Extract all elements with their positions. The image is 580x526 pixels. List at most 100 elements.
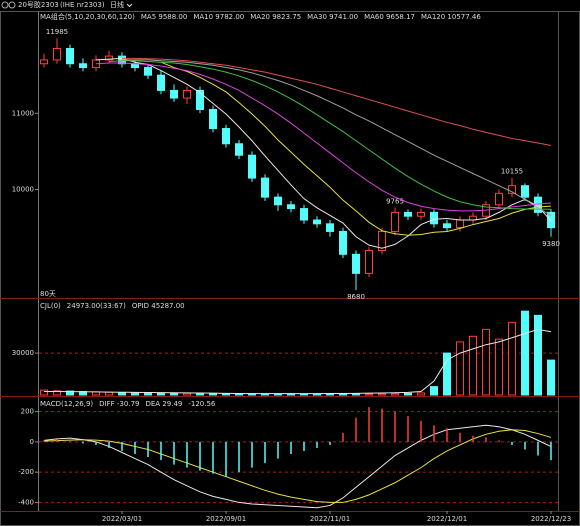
x-tick-label: 2022/12/23 [531, 515, 571, 523]
macd-bar [108, 441, 110, 448]
volume-bar [443, 352, 451, 396]
candle-body [248, 154, 256, 179]
volume-bar [209, 393, 217, 396]
volume-bar [521, 310, 529, 396]
macd-bar [420, 420, 422, 442]
volume-bar [326, 393, 334, 396]
series-line [122, 59, 552, 217]
high-label: 11985 [46, 28, 68, 36]
candle-body [287, 204, 295, 210]
volume-bar [365, 393, 373, 396]
legend-entry: CJL(0) [40, 302, 61, 310]
candle-body [157, 74, 165, 91]
legend-entry: 24973.00(33:67) [67, 302, 126, 310]
volume-bar [508, 321, 516, 396]
legend-entry: MA20 9823.75 [250, 13, 301, 21]
series-line [43, 424, 552, 509]
volume-bar [170, 392, 178, 396]
candle-body [365, 250, 373, 274]
volume-bar [339, 393, 347, 396]
candle-body [196, 89, 204, 110]
macd-bar [134, 441, 136, 454]
macd-bar [290, 441, 292, 454]
y-tick-label: 30000 [12, 349, 34, 357]
y-tick-label: 11000 [12, 109, 34, 117]
high-label: 9765 [386, 197, 404, 205]
macd-bar [511, 441, 513, 445]
x-tick-label: 2022/03/01 [102, 515, 142, 523]
volume-bar [196, 392, 204, 396]
candle-body [378, 230, 386, 252]
legend-entry: MA5 9588.00 [141, 13, 187, 21]
candle-body [209, 108, 217, 130]
candle-body [326, 223, 334, 232]
volume-bar [352, 393, 360, 396]
volume-bar [300, 393, 308, 396]
volume-bar [131, 392, 139, 396]
candle-body [352, 253, 360, 274]
legend-entry: -120.56 [188, 400, 216, 408]
macd-bar [147, 441, 149, 458]
macd-bar [69, 441, 71, 442]
macd-bar [342, 432, 344, 442]
candle-body [144, 67, 152, 76]
macd-bar [238, 441, 240, 473]
y-tick-label: -200 [18, 468, 34, 476]
macd-bar [355, 417, 357, 442]
macd-bar [82, 441, 84, 444]
y-tick-label: 0 [30, 438, 34, 446]
legend-entry: DEA 29.49 [145, 400, 182, 408]
macd-bar [537, 441, 539, 456]
macd-bar [303, 441, 305, 451]
candle-body [79, 63, 87, 69]
legend-entry: MA60 9658.17 [364, 13, 415, 21]
period-note: 80天 [40, 290, 56, 298]
volume-bar [547, 359, 555, 396]
macd-bar [186, 441, 188, 468]
macd-bar [498, 440, 500, 442]
volume-bar [391, 393, 399, 396]
candle-body [547, 211, 555, 229]
symbol-code: (IHE nr2303) [60, 1, 105, 9]
candle-body [391, 211, 399, 232]
volume-bar [534, 314, 542, 396]
candle-body [313, 219, 321, 225]
candle-body [105, 55, 113, 61]
candle-body [339, 230, 347, 255]
candle-body [404, 211, 412, 217]
macd-bar [251, 441, 253, 468]
volume-bar [157, 392, 165, 396]
volume-bar [456, 341, 464, 396]
macd-bar [264, 441, 266, 464]
x-tick-label: 2022/11/01 [310, 515, 350, 523]
volume-bar [40, 389, 48, 396]
volume-bar [378, 393, 386, 396]
macd-bar [212, 441, 214, 474]
macd-bar [368, 407, 370, 442]
period[interactable]: 日线 [110, 0, 124, 9]
volume-bar [404, 392, 412, 396]
volume-bar [313, 393, 321, 396]
candle-body [521, 185, 529, 198]
volume-bar [417, 392, 425, 396]
x-tick-label: 2022/09/01 [206, 515, 246, 523]
macd-bar [407, 416, 409, 442]
volume-bar [118, 391, 126, 396]
macd-bar [524, 441, 526, 450]
candle-body [261, 177, 269, 198]
period-dropdown[interactable] [126, 3, 133, 8]
candle-body [417, 211, 425, 217]
macd-bar [446, 428, 448, 442]
macd-bar [43, 440, 45, 442]
low-label: 9380 [542, 240, 560, 248]
volume-bar [430, 386, 438, 396]
macd-bar [173, 441, 175, 465]
volume-bar [469, 335, 477, 396]
candle-body [235, 143, 243, 156]
volume-bar [66, 390, 74, 396]
header-icons[interactable] [1, 1, 16, 9]
legend-entry: MA30 9741.00 [307, 13, 358, 21]
macd-bar [56, 439, 58, 442]
